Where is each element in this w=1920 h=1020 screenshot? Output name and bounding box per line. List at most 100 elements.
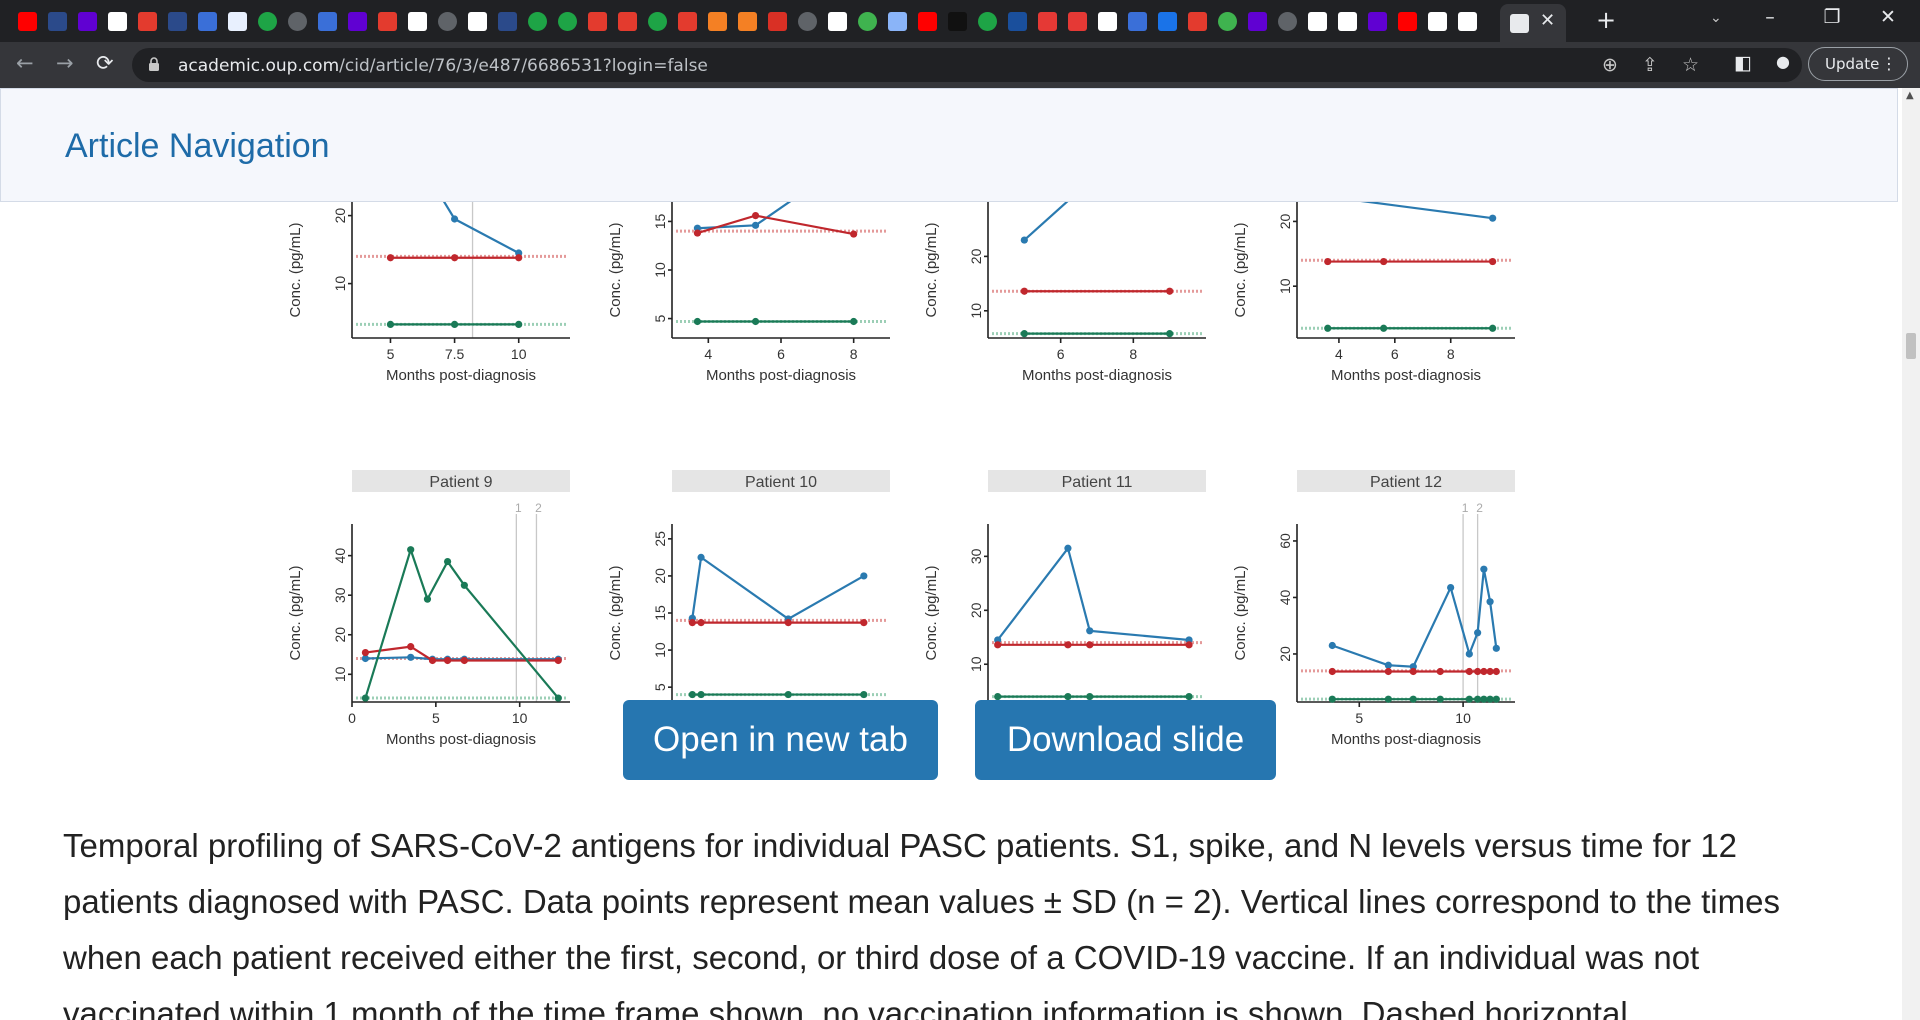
article-navigation-title[interactable]: Article Navigation (65, 127, 330, 165)
back-button[interactable]: ← (16, 51, 34, 75)
data-point-n (1409, 695, 1417, 703)
data-point-n (1489, 324, 1497, 332)
tab-news[interactable] (822, 8, 852, 34)
update-button[interactable]: Update ⋮ (1808, 47, 1908, 81)
profile-icon[interactable]: ● (1776, 52, 1790, 71)
dr-icon (1007, 11, 1027, 31)
g-green-icon (1217, 11, 1237, 31)
minimize-button[interactable]: – (1765, 6, 1775, 28)
close-tab-icon[interactable]: ✕ (1540, 10, 1556, 31)
data-point-n (697, 690, 705, 699)
tab-phase-c[interactable] (162, 8, 192, 34)
tab-search-icon[interactable]: ⌄ (1710, 10, 1722, 26)
panel-strip (988, 470, 1206, 492)
tab-business-insider[interactable] (372, 8, 402, 34)
y-tick-label: 30 (332, 587, 348, 603)
tab-nbc[interactable] (942, 8, 972, 34)
tab-youtube[interactable] (912, 8, 942, 34)
tab-g-green[interactable] (852, 8, 882, 34)
phase-c-icon (47, 11, 67, 31)
article-navigation-bar[interactable]: Article Navigation (0, 88, 1898, 202)
tab-business-insider[interactable] (132, 8, 162, 34)
tab-play[interactable] (552, 8, 582, 34)
tab-arrow[interactable] (192, 8, 222, 34)
forward-button[interactable]: → (56, 51, 74, 75)
tab-mail[interactable] (1422, 8, 1452, 34)
new-tab-button[interactable]: + (1596, 6, 1617, 34)
tab-play[interactable] (642, 8, 672, 34)
tab-shield[interactable] (1332, 8, 1362, 34)
data-point-spike (428, 656, 437, 665)
tab-play[interactable] (252, 8, 282, 34)
scroll-up-arrow-icon[interactable]: ▲ (1906, 90, 1914, 101)
open-in-new-tab-button[interactable]: Open in new tab (623, 700, 938, 780)
tab-play[interactable] (972, 8, 1002, 34)
y-tick-label: 10 (1277, 278, 1293, 294)
tab-phase-c[interactable] (492, 8, 522, 34)
tab-monitor[interactable] (1452, 8, 1482, 34)
tab-yahoo[interactable] (1362, 8, 1392, 34)
data-point-spike (994, 641, 1002, 649)
tab-youtube[interactable] (12, 8, 42, 34)
tab-shield[interactable] (1302, 8, 1332, 34)
tab-person[interactable] (882, 8, 912, 34)
shield-icon (1337, 11, 1357, 31)
person-icon (887, 11, 907, 31)
tab-g-green[interactable] (1212, 8, 1242, 34)
tab-business-insider[interactable] (612, 8, 642, 34)
y-tick-label: 20 (1277, 646, 1293, 662)
tab-globe[interactable] (282, 8, 312, 34)
tab-literature[interactable] (102, 8, 132, 34)
url-path: /cid/article/76/3/e487/6686531?login=fal… (339, 56, 708, 76)
reload-button[interactable]: ⟳ (96, 51, 114, 75)
active-tab[interactable]: ✕ (1500, 4, 1566, 42)
y-tick-label: 20 (332, 627, 348, 643)
data-point-s1 (1492, 644, 1500, 652)
tab-yahoo[interactable] (342, 8, 372, 34)
close-window-button[interactable]: ✕ (1880, 6, 1896, 28)
tab-hex[interactable] (1152, 8, 1182, 34)
tab-globe[interactable] (1272, 8, 1302, 34)
literature-icon (107, 11, 127, 31)
share-icon[interactable]: ⇪ (1642, 54, 1658, 76)
tab-business-insider[interactable] (672, 8, 702, 34)
series-group (361, 546, 562, 702)
url-text[interactable]: academic.oup.com/cid/article/76/3/e487/6… (178, 56, 708, 76)
tab-play[interactable] (522, 8, 552, 34)
tab-phase-c[interactable] (42, 8, 72, 34)
tab-literature[interactable] (402, 8, 432, 34)
tab-globe[interactable] (792, 8, 822, 34)
x-tick-label: 10 (512, 710, 528, 726)
bookmark-star-icon[interactable]: ☆ (1682, 54, 1700, 76)
tab-pdf[interactable] (1062, 8, 1092, 34)
scroll-thumb[interactable] (1906, 333, 1916, 359)
data-point-n (1328, 695, 1336, 703)
tab-bookmark[interactable] (732, 8, 762, 34)
tab-literature[interactable] (462, 8, 492, 34)
tab-arrow[interactable] (312, 8, 342, 34)
tab-bookmark[interactable] (702, 8, 732, 34)
vaccination-dose-label: 2 (1476, 501, 1483, 515)
address-bar[interactable]: academic.oup.com/cid/article/76/3/e487/6… (132, 48, 1802, 82)
zoom-icon[interactable]: ⊕ (1602, 54, 1618, 76)
restore-button[interactable]: ❐ (1823, 6, 1841, 28)
series-line-s1 (996, 545, 1190, 642)
tab-yahoo[interactable] (1242, 8, 1272, 34)
youtube-icon (917, 11, 937, 31)
tab-globe[interactable] (432, 8, 462, 34)
tab-burst[interactable] (762, 8, 792, 34)
x-tick-label: 4 (1335, 346, 1343, 362)
tab-yahoo[interactable] (72, 8, 102, 34)
panel-strip (352, 470, 570, 492)
tab-dr[interactable] (1002, 8, 1032, 34)
tab-youtube[interactable] (1392, 8, 1422, 34)
tab-pdf[interactable] (1032, 8, 1062, 34)
tab-monitor[interactable] (1092, 8, 1122, 34)
tab-arrow[interactable] (1122, 8, 1152, 34)
tab-business-insider[interactable] (582, 8, 612, 34)
tab-maps[interactable] (222, 8, 252, 34)
tab-business-insider[interactable] (1182, 8, 1212, 34)
page-scrollbar[interactable]: ▲ (1902, 88, 1920, 1020)
download-slide-button[interactable]: Download slide (975, 700, 1276, 780)
side-panel-icon[interactable]: ◧ (1734, 52, 1752, 74)
